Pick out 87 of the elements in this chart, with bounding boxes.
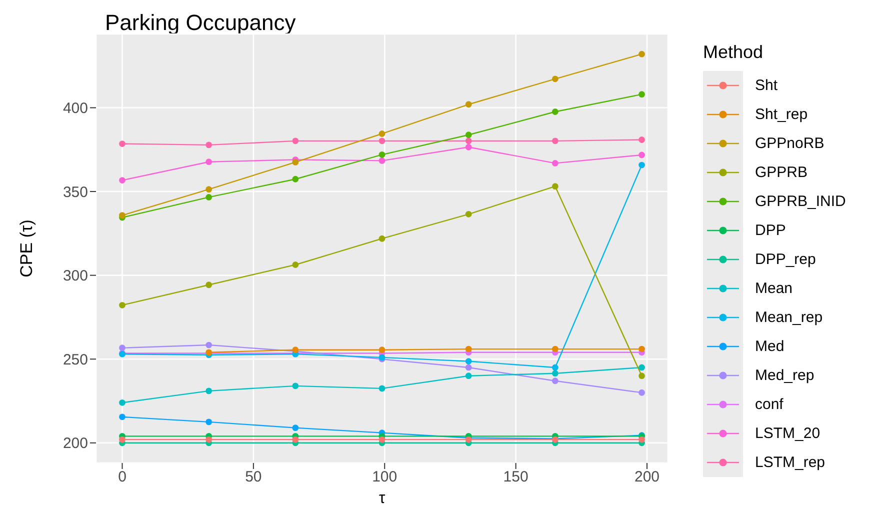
point — [119, 414, 126, 420]
point — [119, 344, 126, 352]
legend-label: Med — [755, 338, 784, 355]
point — [292, 424, 299, 432]
point — [552, 346, 558, 352]
legend-label: GPPRB — [755, 164, 808, 181]
point — [552, 378, 558, 384]
x-tick-label: 100 — [372, 468, 398, 486]
point — [465, 210, 472, 218]
point — [465, 364, 472, 371]
legend-label: LSTM_rep — [755, 454, 826, 471]
point — [552, 364, 558, 371]
x-axis-title: τ — [378, 490, 386, 507]
legend-label: conf — [755, 396, 784, 413]
x-tick-label: 150 — [503, 468, 528, 486]
point — [292, 382, 299, 390]
point — [378, 138, 386, 144]
point — [206, 142, 212, 148]
point — [552, 183, 558, 190]
y-tick-label: 200 — [62, 435, 88, 452]
point — [119, 177, 126, 184]
point — [638, 346, 645, 352]
x-tick-label: 0 — [118, 468, 126, 486]
y-tick-label: 400 — [62, 100, 88, 118]
legend-label: DPP_rep — [755, 251, 816, 268]
point — [292, 138, 299, 144]
point — [206, 418, 212, 426]
point — [552, 370, 558, 377]
point — [638, 152, 645, 158]
point — [292, 436, 299, 443]
point — [206, 186, 212, 193]
legend-label: DPP — [755, 222, 786, 239]
point — [378, 130, 386, 137]
x-tick-label: 200 — [634, 468, 660, 486]
point — [378, 436, 386, 443]
point — [378, 385, 386, 392]
point — [206, 342, 212, 348]
y-tick-label: 250 — [62, 351, 88, 368]
point — [206, 436, 212, 443]
legend-label: Sht_rep — [755, 106, 808, 123]
point — [378, 151, 386, 158]
point — [206, 282, 212, 288]
point — [119, 302, 126, 308]
point — [638, 436, 645, 443]
point — [292, 158, 299, 166]
point — [119, 399, 126, 406]
legend-label: LSTM_20 — [755, 425, 820, 442]
y-axis-title: CPE (τ) — [17, 220, 36, 278]
point — [638, 162, 645, 168]
chart-title: Parking Occupancy — [105, 10, 296, 36]
legend-label: Mean — [755, 280, 793, 297]
point — [465, 372, 472, 380]
point — [119, 436, 126, 443]
point — [552, 76, 558, 82]
point — [206, 158, 212, 166]
point — [292, 262, 299, 268]
legend-label: Sht — [755, 77, 778, 94]
point — [378, 346, 386, 354]
point — [465, 346, 472, 352]
legend-label: Med_rep — [755, 367, 814, 384]
legend-title: Method — [703, 42, 764, 63]
point — [465, 132, 472, 138]
point — [378, 157, 386, 164]
point — [638, 364, 645, 371]
point — [638, 389, 645, 396]
point — [638, 91, 645, 98]
point — [465, 101, 472, 108]
y-tick-label: 300 — [62, 268, 88, 285]
point — [638, 136, 645, 143]
point — [119, 140, 126, 147]
point — [465, 358, 472, 364]
point — [465, 144, 472, 150]
point — [206, 194, 212, 200]
legend-label: GPPRB_INID — [755, 193, 846, 210]
x-tick-label: 50 — [245, 468, 262, 486]
point — [465, 138, 472, 144]
point — [638, 372, 645, 380]
point — [552, 138, 558, 144]
point — [378, 235, 386, 242]
point — [206, 388, 212, 394]
legend-label: GPPnoRB — [755, 135, 824, 152]
point — [552, 108, 558, 115]
point — [292, 176, 299, 182]
y-tick-label: 350 — [62, 184, 88, 201]
point — [552, 160, 558, 166]
point — [638, 50, 645, 58]
legend-label: Mean_rep — [755, 309, 823, 326]
